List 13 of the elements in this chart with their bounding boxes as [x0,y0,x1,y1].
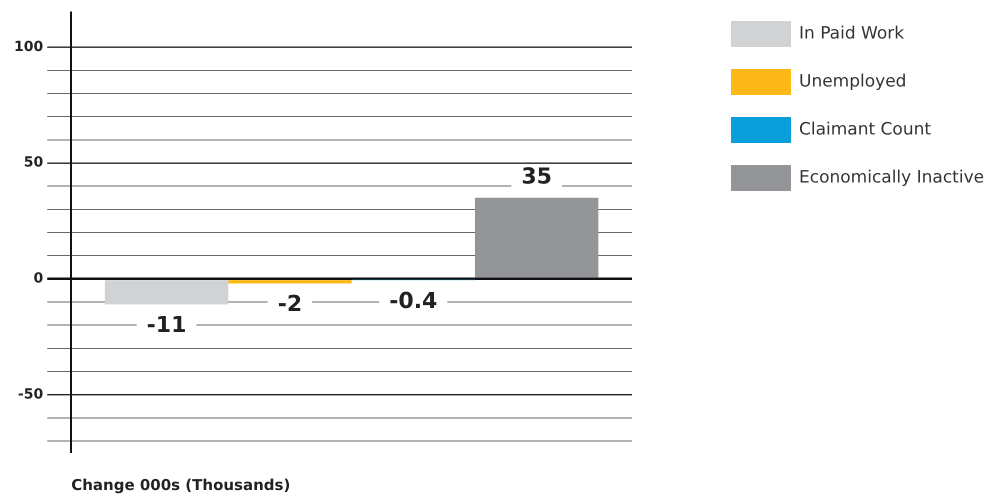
data-label: -2 [278,292,302,318]
legend-label: In Paid Work [799,23,904,44]
data-label: -11 [146,313,186,338]
data-label: 35 [521,164,552,190]
legend-label: Economically Inactive [799,167,984,188]
data-label: -0.4 [389,288,438,314]
y-tick-label: 100 [14,38,44,55]
y-tick-label: 50 [24,154,44,171]
y-tick-label: -50 [18,386,44,402]
y-tick-label: 0 [33,270,44,286]
x-axis-title: Change 000s (Thousands) [71,476,290,494]
legend-label: Unemployed [799,71,906,92]
legend-label: Claimant Count [799,119,932,140]
